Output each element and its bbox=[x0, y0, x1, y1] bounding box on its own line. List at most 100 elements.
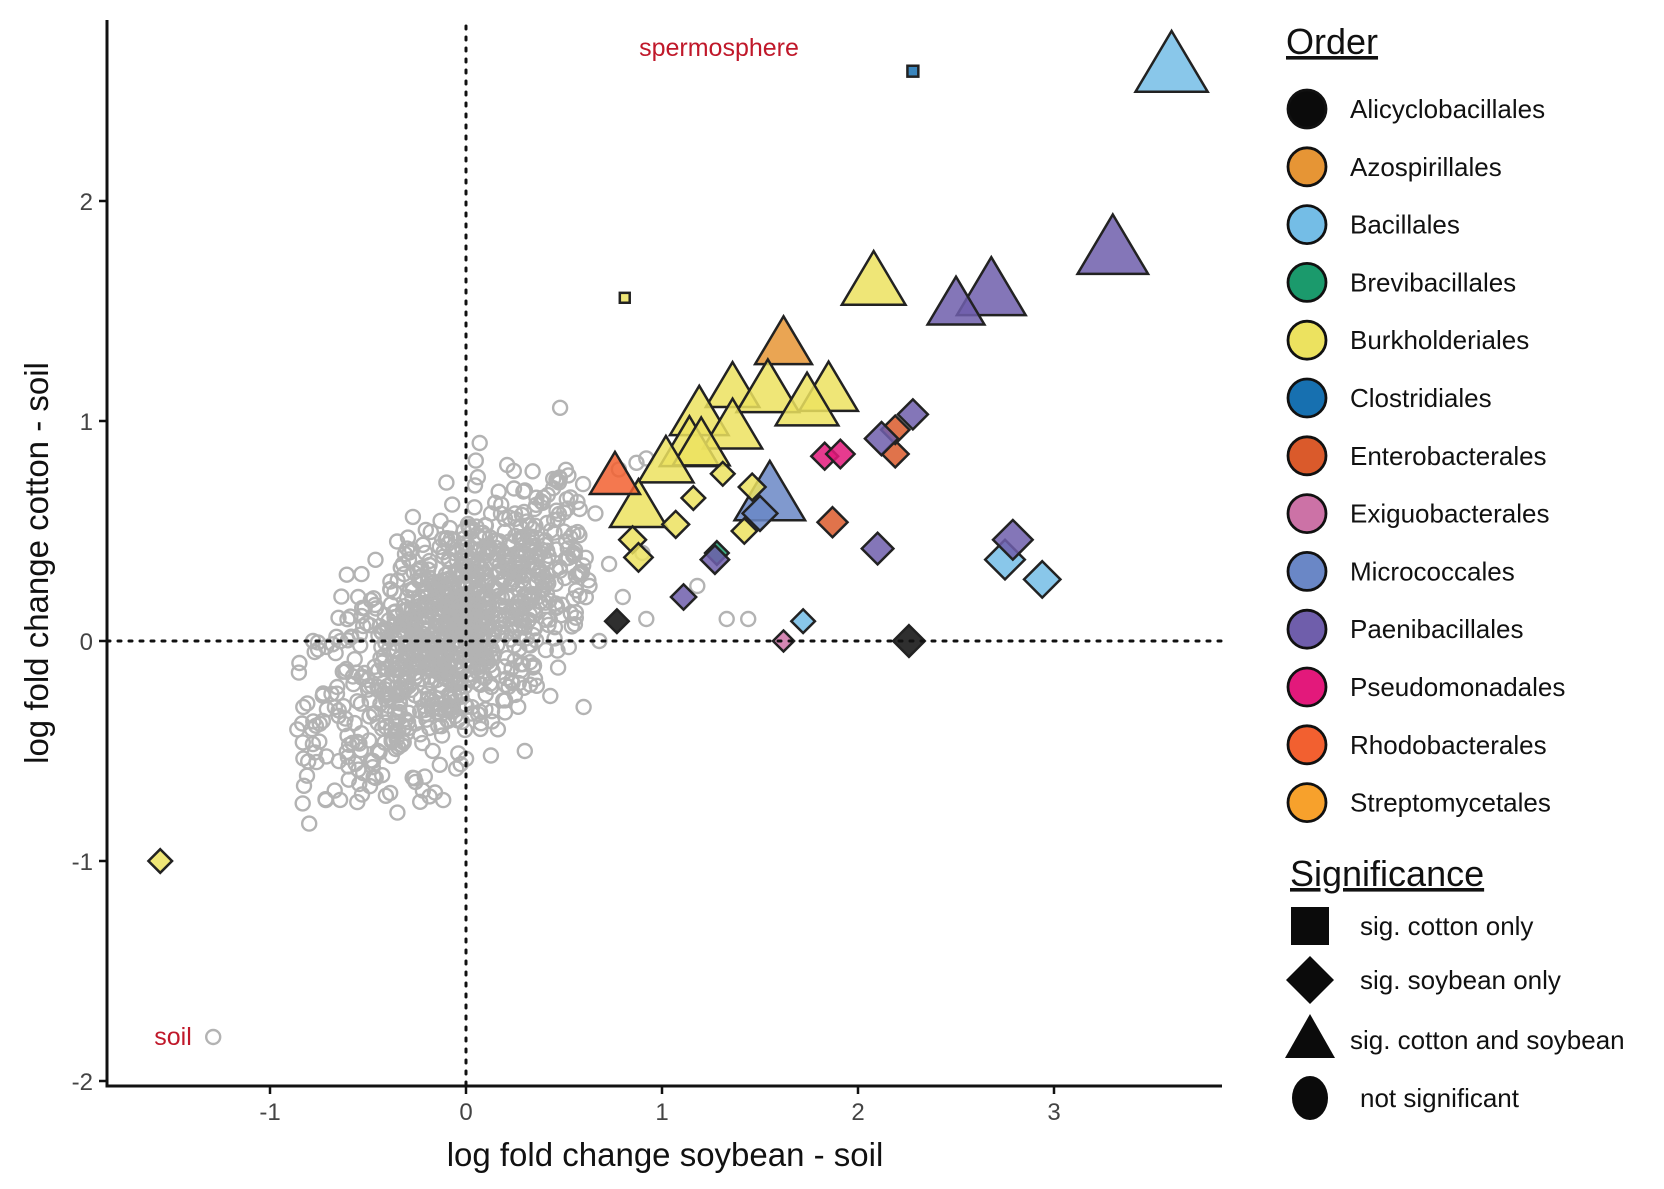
nonsignificant-point bbox=[570, 565, 587, 583]
nonsignificant-point bbox=[740, 610, 757, 628]
nonsignificant-point bbox=[346, 651, 363, 668]
x-tick-label: -1 bbox=[259, 1099, 280, 1126]
legend-order-swatch bbox=[1286, 551, 1328, 592]
nonsignificant-point bbox=[471, 703, 489, 720]
nonsignificant-point bbox=[460, 638, 477, 656]
nonsignificant-point bbox=[524, 463, 541, 480]
nonsignificant-point bbox=[506, 505, 524, 522]
nonsignificant-point bbox=[526, 500, 543, 518]
nonsignificant-point bbox=[386, 603, 403, 621]
legend-order-swatch bbox=[1286, 782, 1328, 823]
nonsignificant-point bbox=[600, 555, 618, 573]
x-tick-label: 0 bbox=[459, 1099, 472, 1126]
nonsignificant-point bbox=[349, 793, 366, 811]
nonsignificant-point bbox=[475, 608, 493, 625]
nonsignificant-point bbox=[432, 512, 449, 529]
nonsignificant-point bbox=[464, 553, 481, 571]
legend-order-label: Streptomycetales bbox=[1350, 788, 1551, 818]
nonsignificant-point bbox=[718, 610, 735, 628]
nonsignificant-point bbox=[486, 581, 504, 599]
nonsignificant-point bbox=[502, 560, 519, 577]
nonsignificant-point bbox=[375, 647, 393, 664]
significant-point-burkholderiales bbox=[146, 847, 174, 875]
nonsignificant-point bbox=[299, 695, 316, 712]
nonsignificant-point bbox=[537, 641, 554, 659]
legend-significance-label: sig. soybean only bbox=[1360, 965, 1561, 995]
nonsignificant-point bbox=[376, 606, 393, 624]
nonsignificant-point bbox=[521, 517, 538, 534]
legend-order-swatch bbox=[1286, 435, 1328, 477]
legend-order-swatch bbox=[1286, 204, 1328, 246]
significant-point-paenibacillales bbox=[669, 582, 698, 612]
legend: Order Alicyclobacillales Azospirillales Bac… bbox=[1285, 21, 1625, 1120]
nonsignificant-point bbox=[441, 519, 459, 537]
legend-order-swatch bbox=[1286, 261, 1328, 303]
nonsignificant-point bbox=[448, 760, 465, 777]
significant-point-bacillales bbox=[789, 607, 817, 635]
significant-point-burkholderiales bbox=[839, 248, 908, 306]
nonsignificant-point bbox=[560, 549, 577, 567]
nonsignificant-point bbox=[414, 734, 431, 752]
nonsignificant-point bbox=[519, 586, 537, 604]
nonsignificant-point bbox=[571, 500, 588, 518]
nonsignificant-point bbox=[455, 604, 472, 621]
nonsignificant-point bbox=[417, 521, 434, 539]
x-tick-label: 2 bbox=[851, 1099, 864, 1126]
nonsignificant-point bbox=[295, 777, 313, 794]
legend-order-label: Micrococcales bbox=[1350, 556, 1515, 586]
nonsignificant-point bbox=[353, 565, 370, 583]
nonsignificant-point bbox=[546, 630, 563, 647]
significant-point-alicyclobacillales bbox=[603, 607, 631, 635]
nonsignificant-point bbox=[485, 646, 503, 663]
nonsignificant-point bbox=[542, 522, 560, 539]
nonsignificant-point bbox=[450, 673, 467, 690]
x-tick-label: 1 bbox=[655, 1099, 668, 1126]
nonsignificant-point bbox=[434, 531, 451, 548]
nonsignificant-point bbox=[351, 775, 368, 793]
nonsignificant-point bbox=[405, 624, 422, 641]
legend-order-label: Rhodobacterales bbox=[1350, 730, 1547, 760]
nonsignificant-point bbox=[295, 750, 312, 767]
nonsignificant-point bbox=[509, 561, 527, 578]
nonsignificant-point bbox=[400, 704, 417, 721]
nonsignificant-point bbox=[435, 791, 452, 809]
significant-point-paenibacillales bbox=[925, 274, 987, 326]
nonsignificant-point bbox=[315, 685, 332, 702]
significant-point-paenibacillales bbox=[991, 518, 1035, 562]
nonsignificant-point bbox=[426, 636, 443, 653]
nonsignificant-point bbox=[493, 496, 510, 513]
x-tick-label: 3 bbox=[1047, 1099, 1060, 1126]
nonsignificant-point bbox=[432, 676, 449, 693]
significant-point-micrococcales bbox=[740, 494, 780, 533]
significant-point-burkholderiales bbox=[700, 396, 765, 450]
nonsignificant-point bbox=[338, 660, 355, 678]
legend-significance-title: Significance bbox=[1290, 853, 1484, 894]
nonsignificant-point bbox=[468, 579, 486, 597]
significant-point-burkholderiales bbox=[607, 476, 670, 529]
legend-order-swatch bbox=[1286, 319, 1328, 361]
nonsignificant-point bbox=[304, 735, 322, 753]
legend-order-label: Pseudomonadales bbox=[1350, 672, 1565, 702]
nonsignificant-point bbox=[571, 527, 588, 544]
nonsignificant-point bbox=[559, 500, 576, 517]
nonsignificant-point bbox=[404, 769, 421, 786]
nonsignificant-point bbox=[525, 543, 542, 560]
legend-order-label: Bacillales bbox=[1350, 210, 1460, 240]
nonsignificant-point bbox=[567, 604, 584, 621]
significant-point-rhodobacterales bbox=[587, 449, 643, 496]
nonsignificant-point bbox=[295, 698, 312, 716]
nonsignificant-point bbox=[514, 656, 531, 673]
nonsignificant-point bbox=[349, 693, 366, 710]
nonsignificant-point bbox=[548, 502, 565, 519]
nonsignificant-point bbox=[290, 664, 308, 681]
nonsignificant-point bbox=[470, 636, 487, 653]
nonsignificant-point bbox=[541, 611, 558, 628]
nonsignificant-point bbox=[558, 491, 575, 508]
legend-order-swatch bbox=[1286, 608, 1328, 650]
nonsignificant-point bbox=[440, 570, 457, 588]
nonsignificant-point bbox=[516, 742, 533, 760]
nonsignificant-point bbox=[305, 713, 322, 730]
nonsignificant-point bbox=[382, 784, 399, 802]
nonsignificant-point bbox=[438, 474, 455, 491]
